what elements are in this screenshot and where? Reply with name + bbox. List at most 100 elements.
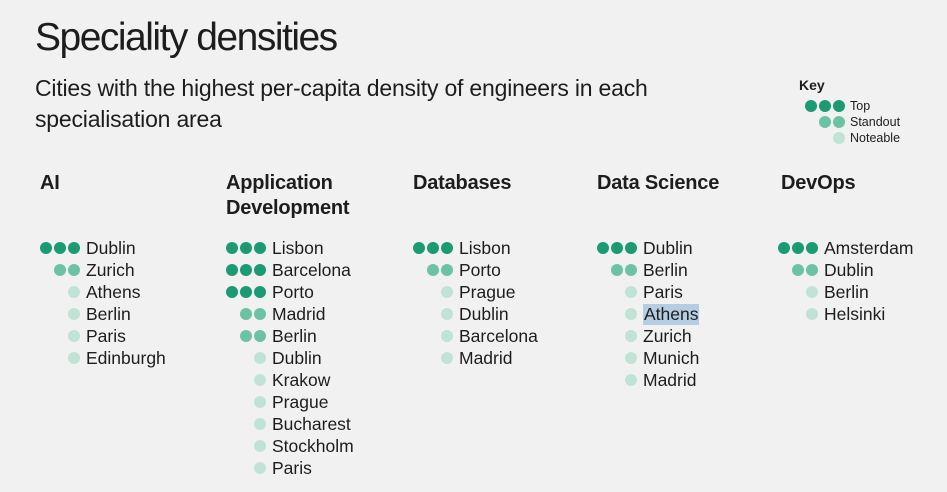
top-dot-icon — [778, 242, 790, 254]
noteable-dot-icon — [254, 418, 266, 430]
city-item: Athens — [68, 281, 166, 303]
city-item: Porto — [226, 281, 354, 303]
top-dot-icon — [833, 100, 845, 112]
city-item: Stockholm — [254, 435, 354, 457]
noteable-dot-icon — [441, 286, 453, 298]
city-name: Berlin — [643, 259, 688, 280]
standout-rating-dots — [611, 264, 637, 276]
standout-dot-icon — [68, 264, 80, 276]
noteable-rating-dots — [625, 374, 637, 386]
top-rating-dots — [413, 242, 453, 254]
key-legend: Key Top Standout Noteable — [799, 77, 900, 146]
city-item: Porto — [427, 259, 538, 281]
top-dot-icon — [611, 242, 623, 254]
standout-dot-icon — [240, 330, 252, 342]
city-name: Munich — [643, 347, 700, 368]
city-item: Helsinki — [806, 303, 913, 325]
key-label: Noteable — [850, 131, 901, 145]
key-dots — [799, 116, 845, 128]
city-item: Berlin — [806, 281, 913, 303]
city-item: Madrid — [441, 347, 538, 369]
noteable-dot-icon — [254, 374, 266, 386]
top-rating-dots — [778, 242, 818, 254]
noteable-rating-dots — [68, 308, 80, 320]
city-name: Helsinki — [824, 303, 886, 324]
noteable-dot-icon — [441, 330, 453, 342]
top-dot-icon — [806, 242, 818, 254]
standout-dot-icon — [625, 264, 637, 276]
standout-dot-icon — [833, 116, 845, 128]
city-item: Munich — [625, 347, 700, 369]
city-item: Krakow — [254, 369, 354, 391]
city-item: Berlin — [611, 259, 699, 281]
page-subtitle: Cities with the highest per-capita densi… — [35, 75, 648, 132]
standout-rating-dots — [427, 264, 453, 276]
top-dot-icon — [819, 100, 831, 112]
city-name: Amsterdam — [824, 237, 914, 258]
top-dot-icon — [805, 100, 817, 112]
top-rating-dots — [226, 242, 266, 254]
noteable-rating-dots — [625, 286, 637, 298]
noteable-rating-dots — [254, 396, 266, 408]
city-item: Berlin — [68, 303, 166, 325]
key-label: Standout — [850, 115, 901, 129]
city-item: Bucharest — [254, 413, 354, 435]
noteable-rating-dots — [441, 286, 453, 298]
city-name: Barcelona — [459, 325, 538, 346]
column-databases: Databases Lisbon Porto Prague Dublin Barcelon… — [413, 171, 583, 368]
noteable-rating-dots — [625, 352, 637, 364]
top-rating-dots — [597, 242, 637, 254]
top-dot-icon — [427, 242, 439, 254]
city-name: Dublin — [86, 237, 136, 258]
city-item: Amsterdam — [778, 237, 914, 259]
city-item: Dublin — [40, 237, 166, 259]
key-dots — [799, 132, 845, 144]
top-dot-icon — [254, 242, 266, 254]
city-name: Dublin — [824, 259, 874, 280]
city-name: Dublin — [459, 303, 509, 324]
standout-dot-icon — [427, 264, 439, 276]
city-name: Berlin — [824, 281, 869, 302]
top-dot-icon — [54, 242, 66, 254]
city-name: Dublin — [643, 237, 693, 258]
city-list: Amsterdam Dublin Berlin Helsinki — [778, 237, 914, 325]
noteable-dot-icon — [625, 308, 637, 320]
noteable-dot-icon — [68, 286, 80, 298]
top-dot-icon — [597, 242, 609, 254]
noteable-dot-icon — [625, 286, 637, 298]
column-heading: Data Science — [597, 172, 720, 194]
city-name: Lisbon — [272, 237, 324, 258]
standout-dot-icon — [54, 264, 66, 276]
column-heading: Databases — [413, 172, 512, 194]
city-item: Zurich — [54, 259, 166, 281]
city-name: Madrid — [459, 347, 513, 368]
noteable-dot-icon — [625, 374, 637, 386]
city-item: Berlin — [240, 325, 354, 347]
noteable-rating-dots — [441, 308, 453, 320]
top-rating-dots — [40, 242, 80, 254]
city-name: Zurich — [86, 259, 135, 280]
noteable-dot-icon — [806, 308, 818, 320]
city-item: Lisbon — [413, 237, 538, 259]
noteable-dot-icon — [441, 308, 453, 320]
city-name: Porto — [272, 281, 314, 302]
key-title: Key — [799, 77, 825, 93]
top-dot-icon — [226, 242, 238, 254]
city-name: Berlin — [86, 303, 131, 324]
top-dot-icon — [413, 242, 425, 254]
noteable-rating-dots — [254, 440, 266, 452]
noteable-dot-icon — [68, 308, 80, 320]
city-item: Paris — [625, 281, 699, 303]
city-name: Lisbon — [459, 237, 511, 258]
city-list: Lisbon Porto Prague Dublin Barcelona Madrid — [413, 237, 538, 369]
city-item: Dublin — [597, 237, 699, 259]
city-name: Zurich — [643, 325, 692, 346]
key-item-noteable: Noteable — [799, 130, 900, 146]
noteable-dot-icon — [254, 462, 266, 474]
city-item: Barcelona — [441, 325, 538, 347]
noteable-rating-dots — [625, 308, 637, 320]
city-item: Lisbon — [226, 237, 354, 259]
standout-rating-dots — [54, 264, 80, 276]
top-dot-icon — [226, 264, 238, 276]
city-name: Madrid — [272, 303, 326, 324]
